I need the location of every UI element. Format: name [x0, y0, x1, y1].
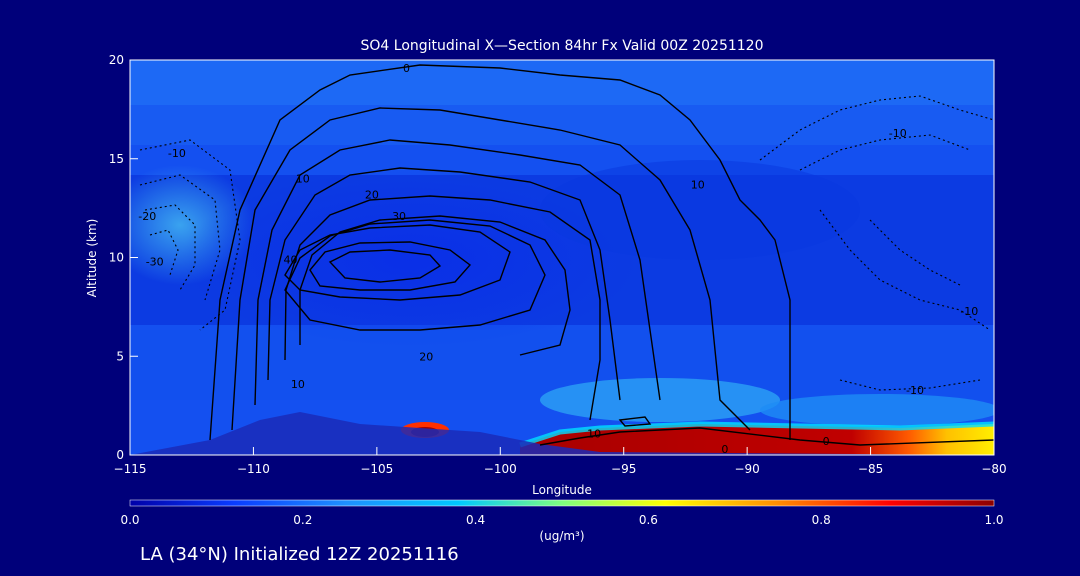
contour-20 — [267, 167, 621, 401]
x-tick-label: −105 — [360, 462, 393, 476]
contour-label: 10 — [691, 178, 705, 191]
x-tick-label: −115 — [114, 462, 147, 476]
neg-contour-west-3 — [144, 204, 196, 291]
x-tick-label: −80 — [981, 462, 1006, 476]
field-plume-east — [760, 394, 994, 426]
contour-label: 10 — [587, 427, 601, 440]
neg-contour-west-outer — [139, 139, 241, 331]
field-surface-edge — [519, 421, 994, 448]
contour-label: 0 — [403, 62, 410, 75]
contour-0-outer — [209, 64, 791, 441]
neg-contour-east-mid — [819, 209, 991, 331]
neg-contour-east-upper — [759, 95, 994, 161]
contour-label: -30 — [146, 255, 164, 268]
negative-contours — [139, 95, 994, 391]
contour-10-a — [231, 107, 751, 431]
x-axis: −115 −110 −105 −100 −95 −90 −85 −80 — [114, 447, 1007, 476]
contour-25 — [284, 195, 601, 421]
x-tick-label: −95 — [611, 462, 636, 476]
contour-label: 20 — [365, 188, 379, 201]
y-tick-label: 5 — [116, 349, 124, 363]
x-tick-label: −100 — [484, 462, 517, 476]
contour-label: -10 — [906, 384, 924, 397]
field-band-upper2 — [130, 105, 994, 145]
chart-title: SO4 Longitudinal X—Section 84hr Fx Valid… — [361, 38, 764, 54]
contour-label: 10 — [296, 173, 310, 186]
field-blob-core — [180, 170, 640, 350]
contour-labels: 0 10 20 30 40 20 10 10 10 0 0 -10 -20 -30 -10 -10 -10 — [138, 62, 978, 456]
contour-label: 0 — [823, 435, 830, 448]
colorbar-ticks: 0.0 0.2 0.4 0.6 0.8 1.0 — [120, 513, 1003, 527]
terrain — [130, 412, 994, 455]
contour-small-east — [618, 416, 652, 427]
contour-label: -10 — [889, 127, 907, 140]
neg-contour-east-upper-2 — [799, 134, 971, 171]
footer-caption: LA (34°N) Initialized 12Z 20251116 — [140, 544, 459, 565]
contour-label: 30 — [392, 210, 406, 223]
colorbar-tick-label: 0.2 — [293, 513, 312, 527]
neg-contour-west-2 — [139, 174, 221, 301]
contour-label: -20 — [138, 210, 156, 223]
x-axis-label: Longitude — [532, 483, 592, 497]
x-tick-label: −90 — [734, 462, 759, 476]
contour-label: -10 — [168, 147, 186, 160]
contour-label: 40 — [283, 253, 297, 266]
colorbar-tick-label: 1.0 — [984, 513, 1003, 527]
y-tick-label: 0 — [116, 448, 124, 462]
y-tick-label: 15 — [109, 152, 124, 166]
contour-10-b — [254, 139, 661, 406]
contour-label: 20 — [419, 350, 433, 363]
contour-label: -10 — [960, 305, 978, 318]
colorbar-label: (ug/m³) — [539, 529, 584, 543]
positive-contours — [209, 64, 994, 446]
field-band-upper — [130, 60, 994, 105]
contour-surface-east — [539, 427, 994, 446]
plot-area: 0 10 20 30 40 20 10 10 10 0 0 -10 -20 -30 -10 -10 -10 — [130, 60, 994, 456]
x-tick-label: −110 — [237, 462, 270, 476]
x-tick-label: −85 — [858, 462, 883, 476]
y-axis: 0 5 10 15 20 — [109, 53, 138, 462]
neg-contour-east-low — [839, 379, 981, 391]
colorbar-tick-label: 0.0 — [120, 513, 139, 527]
contour-label: 10 — [291, 378, 305, 391]
colorbar-tick-label: 0.6 — [639, 513, 658, 527]
field-blob-east — [540, 160, 860, 260]
y-tick-label: 10 — [109, 251, 124, 265]
contour-40 — [309, 241, 472, 291]
colorbar — [129, 499, 995, 507]
colorbar-tick-label: 0.4 — [466, 513, 485, 527]
contour-30-a — [299, 215, 571, 356]
y-tick-label: 20 — [109, 53, 124, 67]
neg-contour-east-mid-2 — [869, 219, 961, 286]
colorbar-tick-label: 0.8 — [812, 513, 831, 527]
contour-label: 0 — [721, 443, 728, 456]
y-axis-label: Altitude (km) — [85, 219, 99, 298]
contour-45 — [328, 249, 442, 283]
contour-35 — [284, 224, 511, 301]
